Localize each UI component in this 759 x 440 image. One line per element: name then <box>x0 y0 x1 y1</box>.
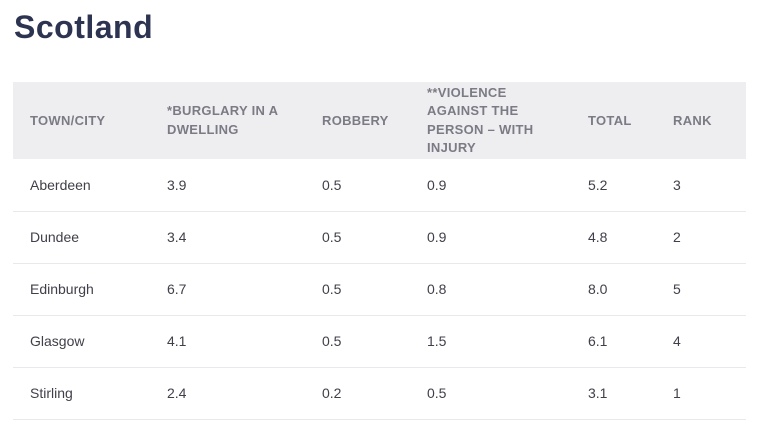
table-row-stirling: Stirling 2.4 0.2 0.5 3.1 1 <box>13 367 746 420</box>
cell-total: 3.1 <box>571 367 656 420</box>
col-header-total-label: TOTAL <box>588 112 632 128</box>
cell-rank: 3 <box>656 159 746 212</box>
cell-rank: 5 <box>656 263 746 316</box>
cell-town: Dundee <box>13 211 150 264</box>
cell-rank: 4 <box>656 315 746 368</box>
col-header-rank-label: RANK <box>673 112 712 128</box>
cell-burglary: 3.9 <box>150 159 305 212</box>
cell-violence: 0.9 <box>410 159 571 212</box>
table-row-glasgow: Glasgow 4.1 0.5 1.5 6.1 4 <box>13 315 746 368</box>
cell-robbery: 0.5 <box>305 263 410 316</box>
cell-town: Aberdeen <box>13 159 150 212</box>
cell-violence: 0.8 <box>410 263 571 316</box>
cell-violence: 0.5 <box>410 367 571 420</box>
table-row-aberdeen: Aberdeen 3.9 0.5 0.9 5.2 3 <box>13 159 746 212</box>
col-header-burglary: *BURGLARY IN A DWELLING <box>150 82 305 159</box>
col-header-robbery-label: ROBBERY <box>322 112 389 128</box>
col-header-burglary-label: *BURGLARY IN A DWELLING <box>167 103 278 137</box>
cell-total: 4.8 <box>571 211 656 264</box>
cell-town: Glasgow <box>13 315 150 368</box>
page-title: Scotland <box>14 9 154 45</box>
table-header-row: TOWN/CITY *BURGLARY IN A DWELLING ROBBER… <box>13 82 746 159</box>
cell-violence: 0.9 <box>410 211 571 264</box>
col-header-total: TOTAL <box>571 82 656 159</box>
cell-total: 6.1 <box>571 315 656 368</box>
cell-rank: 2 <box>656 211 746 264</box>
cell-robbery: 0.2 <box>305 367 410 420</box>
cell-robbery: 0.5 <box>305 315 410 368</box>
col-header-robbery: ROBBERY <box>305 82 410 159</box>
cell-burglary: 6.7 <box>150 263 305 316</box>
cell-burglary: 3.4 <box>150 211 305 264</box>
page: Scotland TOWN/CITY *BURGLARY IN A DWELLI… <box>0 8 759 440</box>
cell-town: Edinburgh <box>13 263 150 316</box>
table-row-dundee: Dundee 3.4 0.5 0.9 4.8 2 <box>13 211 746 264</box>
table-row-edinburgh: Edinburgh 6.7 0.5 0.8 8.0 5 <box>13 263 746 316</box>
cell-town: Stirling <box>13 367 150 420</box>
col-header-violence-label: **VIOLENCE AGAINST THE PERSON – WITH INJ… <box>427 85 534 155</box>
cell-robbery: 0.5 <box>305 159 410 212</box>
cell-total: 8.0 <box>571 263 656 316</box>
cell-total: 5.2 <box>571 159 656 212</box>
cell-robbery: 0.5 <box>305 211 410 264</box>
cell-burglary: 4.1 <box>150 315 305 368</box>
col-header-rank: RANK <box>656 82 746 159</box>
cell-rank: 1 <box>656 367 746 420</box>
col-header-town-city-label: TOWN/CITY <box>30 112 106 128</box>
cell-burglary: 2.4 <box>150 367 305 420</box>
col-header-town-city: TOWN/CITY <box>13 82 150 159</box>
cell-violence: 1.5 <box>410 315 571 368</box>
col-header-violence: **VIOLENCE AGAINST THE PERSON – WITH INJ… <box>410 82 571 159</box>
crime-stats-table: TOWN/CITY *BURGLARY IN A DWELLING ROBBER… <box>13 82 746 420</box>
